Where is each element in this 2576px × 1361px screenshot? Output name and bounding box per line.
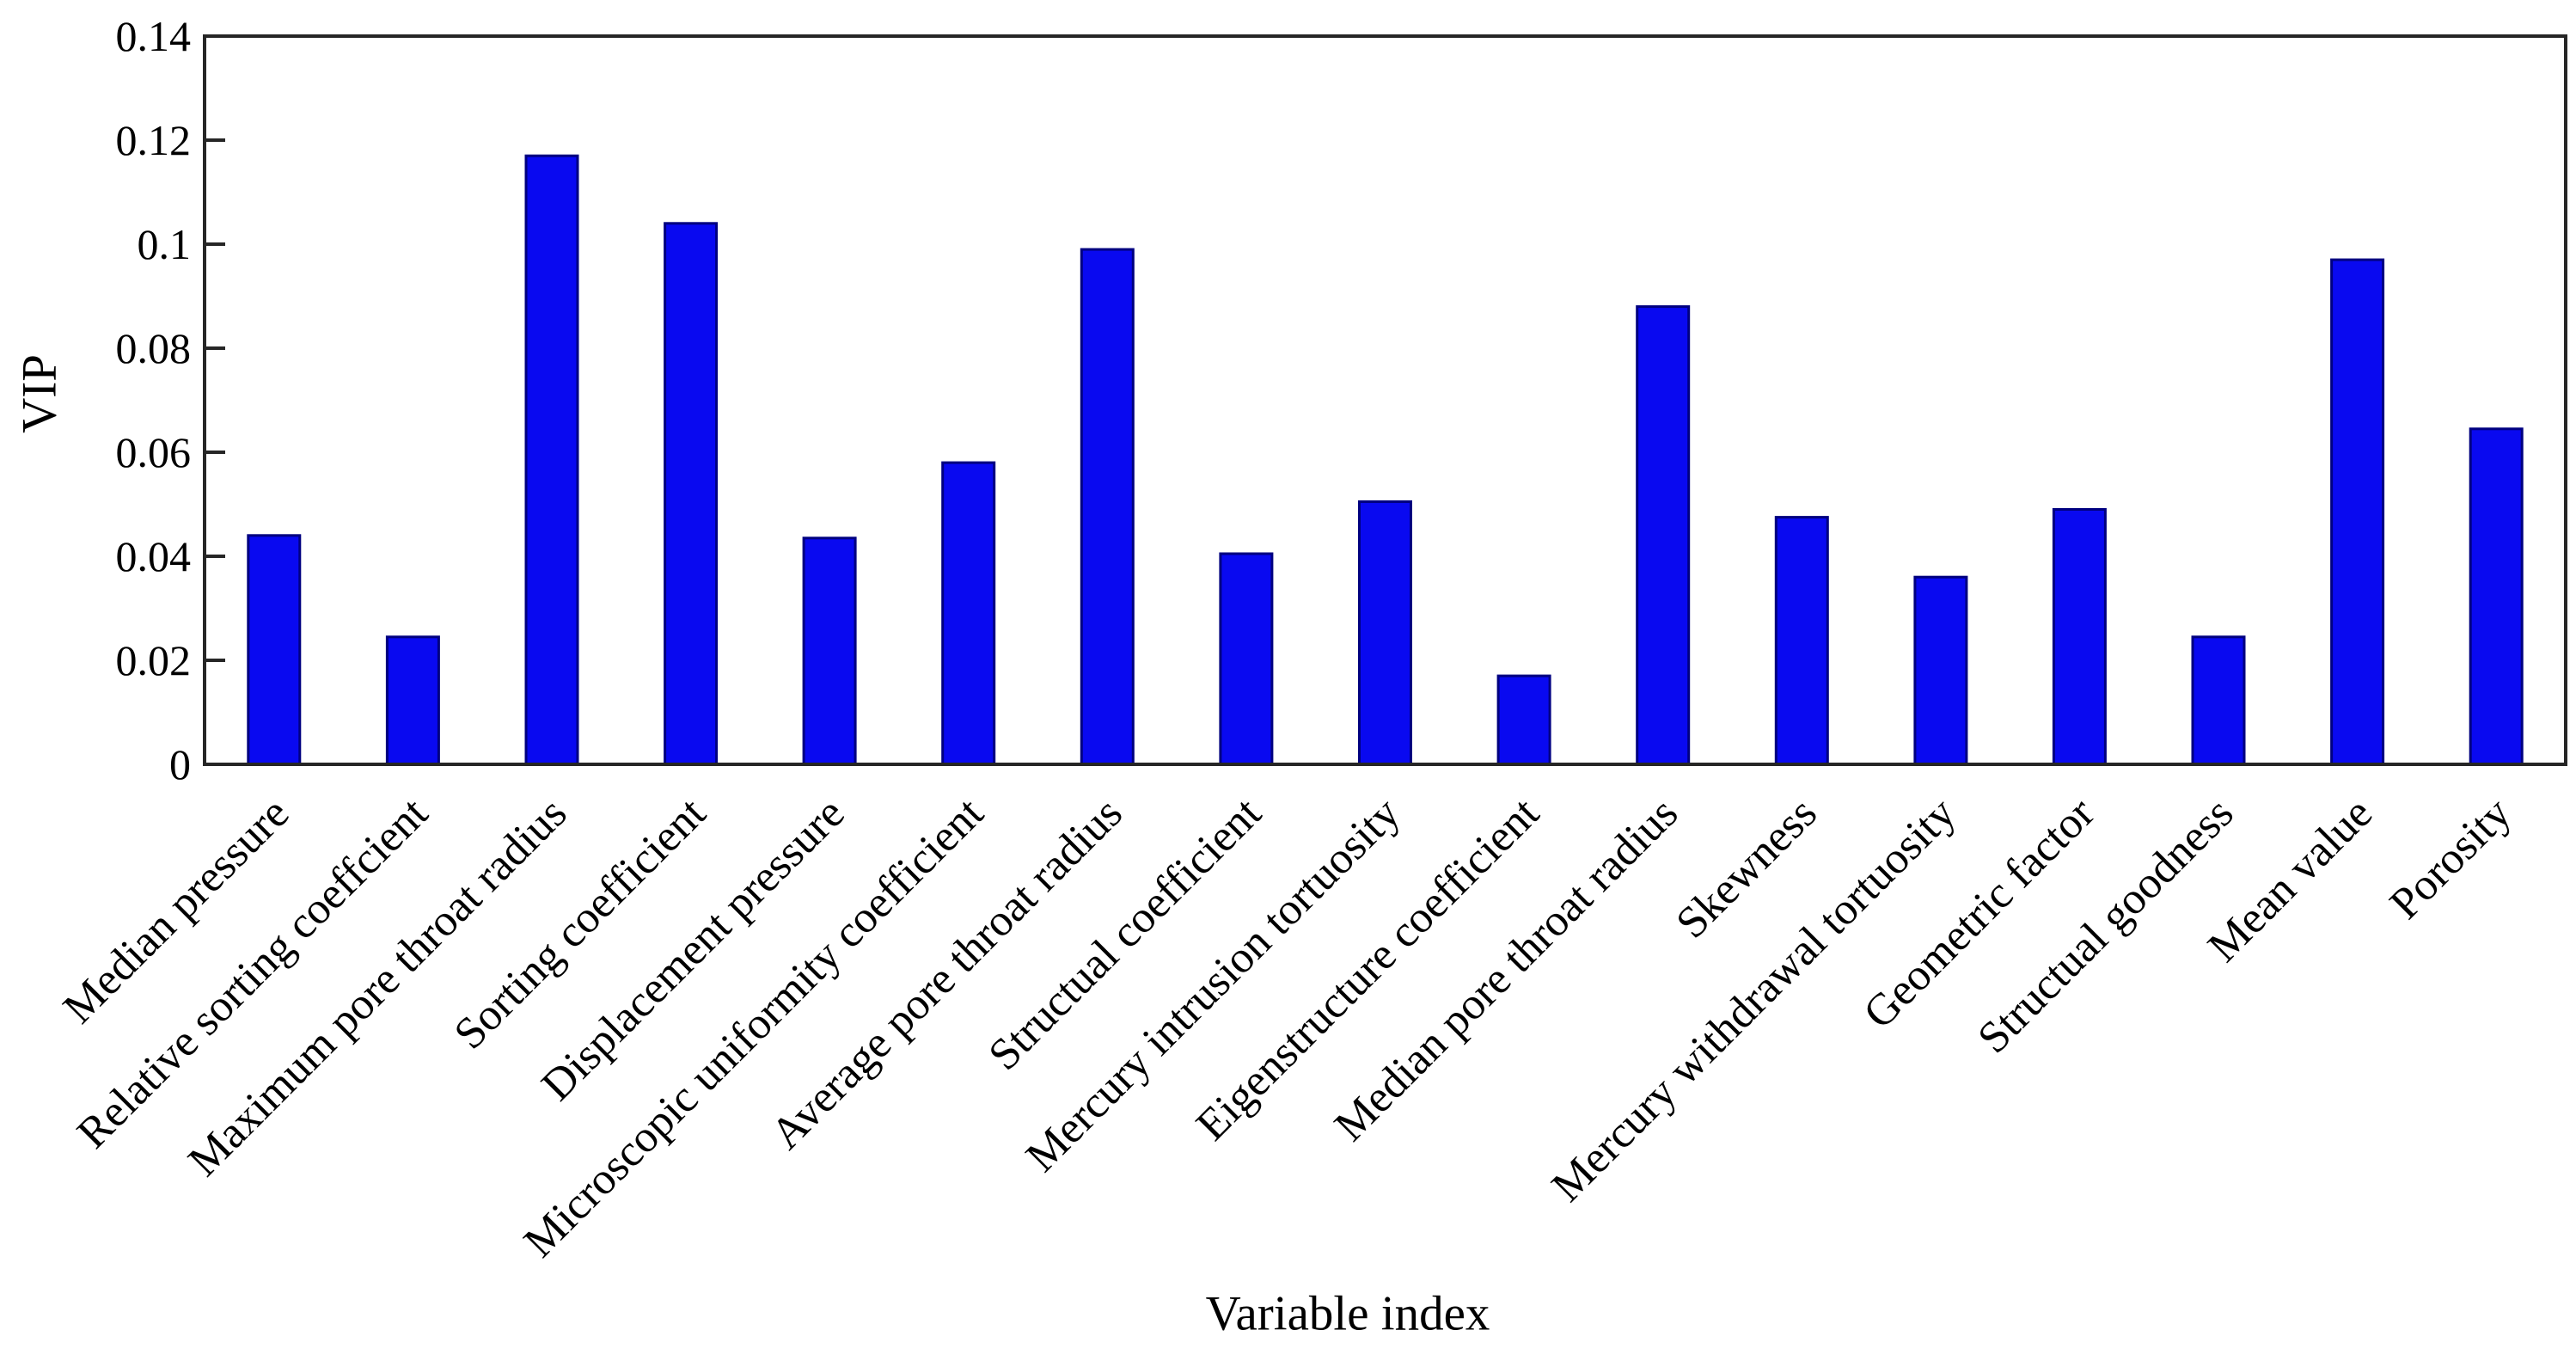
bar [1774,516,1829,766]
bar [1358,500,1412,766]
y-tick-label: 0.02 [116,636,192,684]
bar [802,536,857,766]
y-tick-label: 0 [169,740,191,788]
bar [2191,635,2246,766]
x-category-label: Porosity [2381,788,2521,929]
y-tick-label: 0.08 [116,324,192,372]
bar [664,222,719,766]
y-tick-label: 0.14 [116,12,192,60]
bar [2052,508,2107,766]
bar [385,635,440,766]
plot-frame [203,34,2567,766]
x-category-label: Structual coefficient [980,788,1271,1080]
bar [2469,427,2524,766]
bar [2330,258,2385,766]
y-axis-title: VIP [12,354,67,433]
bar [1636,305,1691,766]
bar [1080,248,1135,766]
bar [1496,674,1551,766]
bar [1219,552,1274,766]
x-category-label: Geometric factor [1854,788,2103,1038]
y-tick-label: 0.04 [116,532,192,580]
bar [1913,575,1968,766]
y-tick-label: 0.12 [116,116,192,164]
x-axis-title: Variable index [1205,1286,1490,1341]
bar [247,534,302,766]
bar [941,461,996,766]
x-category-label: Sorting coefficient [445,788,716,1059]
y-tick-label: 0.1 [138,220,192,268]
x-category-label: Structual goodness [1968,788,2243,1063]
bar [524,154,579,766]
y-tick-label: 0.06 [116,428,192,476]
